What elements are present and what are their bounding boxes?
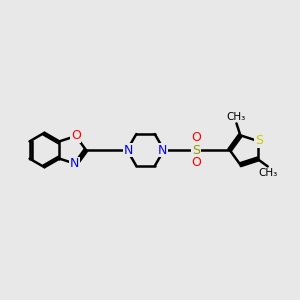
- Text: S: S: [192, 143, 200, 157]
- Text: N: N: [70, 158, 79, 170]
- Text: CH₃: CH₃: [258, 168, 277, 178]
- Text: S: S: [255, 134, 263, 147]
- Text: O: O: [192, 156, 202, 169]
- Text: N: N: [124, 143, 133, 157]
- Text: O: O: [71, 129, 81, 142]
- Text: O: O: [192, 131, 202, 144]
- Text: CH₃: CH₃: [227, 112, 246, 122]
- Text: N: N: [158, 143, 167, 157]
